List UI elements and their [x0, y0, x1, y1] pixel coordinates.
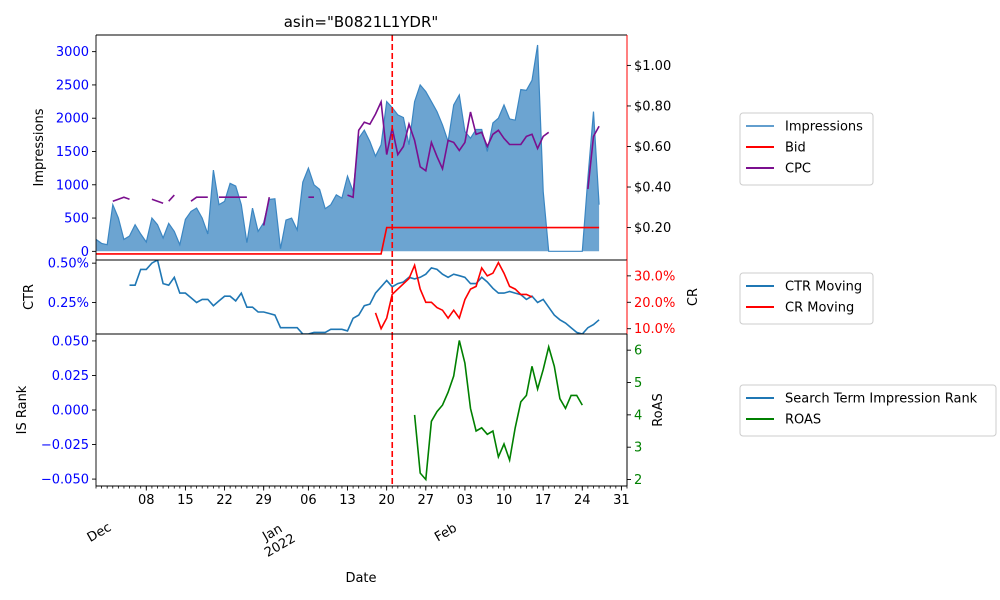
cpc-line-segment: [190, 196, 208, 202]
right-tick-label: 20.0%: [634, 296, 675, 311]
y2-axis-label: CR: [686, 288, 701, 306]
right-tick-label: $1.00: [634, 59, 671, 74]
panel-3-background: [96, 334, 627, 486]
impressions-line: [96, 44, 600, 252]
cpc-line-segment: [587, 125, 600, 190]
right-tick-label: $0.80: [634, 99, 671, 114]
cpc-line-segment: [168, 194, 175, 202]
x-tick-label: 29: [255, 493, 272, 508]
legend-label-bid: Bid: [785, 141, 806, 156]
left-tick-label: 0.50%: [48, 257, 89, 272]
y2-axis-label: RoAS: [651, 393, 666, 427]
cpc-line-segment: [347, 98, 550, 199]
right-tick-label: 5: [634, 376, 642, 391]
legend-label-is-rank: Search Term Impression Rank: [785, 392, 978, 407]
x-month-label: Jan2022: [255, 518, 299, 561]
right-tick-label: 10.0%: [634, 322, 675, 337]
panel-3: −0.050 −0.025 0.000 0.025 0.050 2 3 4 5 6 IS Rank R…: [15, 333, 666, 488]
x-tick-label: 08: [138, 493, 155, 508]
left-tick-label: 0.050: [52, 334, 89, 349]
x-tick-label: 15: [177, 493, 194, 508]
panel-2-background: [96, 260, 627, 334]
x-month-label: Dec: [85, 520, 114, 546]
bid-line: [96, 226, 600, 255]
cpc-line-segment: [262, 197, 271, 226]
left-tick-label: 0: [81, 245, 89, 260]
left-tick-label: 0.000: [52, 404, 89, 419]
left-tick-label: −0.050: [41, 473, 89, 488]
left-tick-label: 1500: [56, 145, 89, 160]
panel-1-plot: [96, 44, 600, 255]
legend-label-impressions: Impressions: [785, 120, 863, 135]
right-tick-label: 6: [634, 344, 642, 359]
panel-2-plot: [129, 260, 600, 334]
x-tick-label: 22: [216, 493, 233, 508]
cpc-line-segment: [151, 198, 164, 204]
x-tick-label: 27: [418, 493, 435, 508]
x-month-label: Feb: [432, 521, 459, 546]
panel-2: 0.25% 0.50% 10.0% 20.0% 30.0% CTR CR: [22, 257, 701, 338]
x-tick-label: 06: [300, 493, 317, 508]
right-tick-label: $0.20: [634, 221, 671, 236]
x-month-label-line: Dec: [85, 520, 114, 546]
x-month-label-line: Feb: [432, 521, 459, 546]
x-axis: 08 15 22 29 06 13 20 27 03 10 17 24 31 Dec Jan2022 Feb: [85, 486, 630, 561]
x-tick-label: 03: [457, 493, 474, 508]
right-tick-label: $0.60: [634, 140, 671, 155]
y-axis-label: CTR: [22, 284, 37, 310]
y-axis-label: IS Rank: [15, 385, 30, 434]
cr-moving-line: [374, 260, 533, 331]
x-axis-label: Date: [345, 571, 376, 586]
left-tick-label: 0.025: [52, 369, 89, 384]
x-tick-label: 24: [574, 493, 591, 508]
x-tick-label: 31: [613, 493, 630, 508]
right-tick-label: 3: [634, 441, 642, 456]
chart-title: asin="B0821L1YDR": [284, 13, 439, 31]
x-tick-label: 13: [339, 493, 356, 508]
legend-label-ctr: CTR Moving: [785, 280, 862, 295]
impressions-area: [96, 45, 600, 252]
chart-panels: 0 500 1000 1500 2000 2500 3000 $0.20 $0.40 $0.60 $…: [15, 34, 701, 488]
left-tick-label: 2500: [56, 78, 89, 93]
y-axis-label: Impressions: [32, 108, 47, 186]
left-tick-label: 3000: [56, 45, 89, 60]
legend-3-box: [739, 384, 997, 437]
x-tick-label: 17: [535, 493, 552, 508]
left-tick-label: 500: [64, 212, 89, 227]
right-tick-label: 2: [634, 473, 642, 488]
panel-1: 0 500 1000 1500 2000 2500 3000 $0.20 $0.40 $0.60 $…: [32, 34, 671, 261]
left-tick-label: 0.25%: [48, 296, 89, 311]
left-tick-label: −0.025: [41, 438, 89, 453]
legends: Impressions Bid CPC CTR Moving CR Moving Sear…: [739, 112, 997, 437]
x-tick-label: 10: [496, 493, 513, 508]
legend-label-roas: ROAS: [785, 413, 821, 428]
left-tick-label: 2000: [56, 112, 89, 127]
roas-line: [413, 340, 583, 482]
x-tick-label: 20: [378, 493, 395, 508]
right-tick-label: 30.0%: [634, 269, 675, 284]
right-tick-label: 4: [634, 408, 642, 423]
left-tick-label: 1000: [56, 178, 89, 193]
right-tick-label: $0.40: [634, 181, 671, 196]
legend-label-cr: CR Moving: [785, 301, 854, 316]
legend-label-cpc: CPC: [785, 162, 811, 177]
cpc-line-segment: [112, 196, 130, 202]
panel-3-plot: [413, 340, 583, 482]
